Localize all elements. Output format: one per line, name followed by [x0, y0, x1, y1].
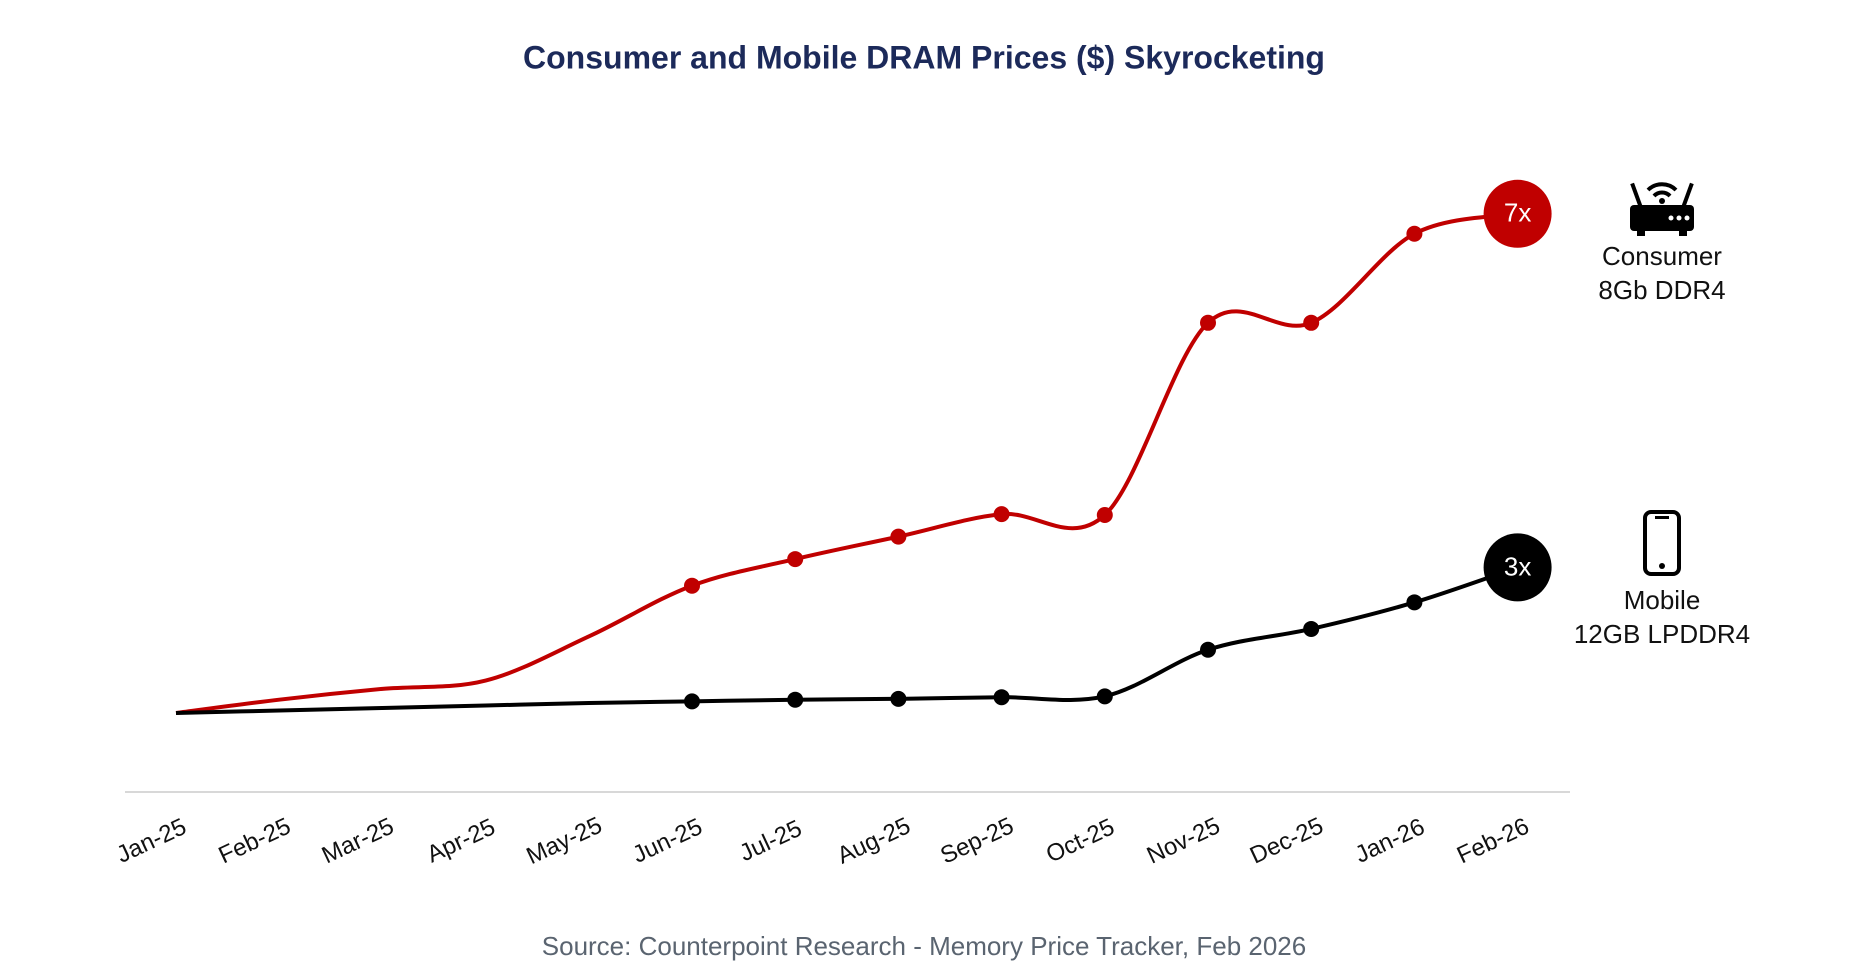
- source-note: Source: Counterpoint Research - Memory P…: [542, 931, 1306, 961]
- point: [890, 528, 907, 545]
- x-tick-label: Feb-25: [215, 813, 295, 870]
- point: [890, 690, 907, 707]
- x-tick-label: Dec-25: [1246, 812, 1328, 869]
- point: [1200, 641, 1216, 658]
- value-label: 7x: [1504, 198, 1531, 228]
- point: [1303, 620, 1320, 637]
- x-tick-label: Apr-25: [423, 813, 500, 868]
- x-tick-label: May-25: [522, 812, 606, 870]
- end-badge: [1483, 533, 1552, 602]
- chart-title: Consumer and Mobile DRAM Prices ($) Skyr…: [523, 39, 1325, 75]
- x-tick-label: Nov-25: [1143, 812, 1225, 869]
- x-tick-label: Mar-25: [318, 813, 398, 870]
- x-tick-label: Aug-25: [833, 812, 915, 869]
- x-tick-label: Sep-25: [936, 812, 1018, 869]
- legend-entry: Consumer 8Gb DDR4: [1598, 241, 1726, 305]
- value-label: 3x: [1504, 551, 1531, 581]
- end-badge: [1483, 179, 1552, 248]
- point: [1096, 688, 1113, 705]
- point: [787, 691, 804, 708]
- point: [1303, 314, 1320, 331]
- point: [684, 577, 700, 594]
- point: [1200, 314, 1216, 331]
- point: [993, 689, 1010, 706]
- series-line: [175, 211, 1518, 715]
- point: [1096, 506, 1113, 523]
- x-tick-label: Feb-26: [1453, 813, 1533, 870]
- point: [993, 506, 1010, 523]
- legend-entry: Mobile 12GB LPDDR4: [1573, 585, 1751, 649]
- phone-icon: [1643, 510, 1681, 576]
- x-tick-label: Jan-26: [1351, 813, 1429, 868]
- x-tick-label: Oct-25: [1042, 813, 1119, 868]
- x-tick-label: Jul-25: [735, 815, 806, 867]
- point: [1406, 225, 1423, 242]
- point: [684, 693, 700, 710]
- point: [1406, 594, 1423, 611]
- x-tick-label: Jan-25: [113, 813, 191, 868]
- router-icon: [1630, 182, 1694, 236]
- series-line: [175, 565, 1519, 715]
- x-tick-label: Jun-25: [629, 813, 707, 868]
- point: [787, 551, 804, 568]
